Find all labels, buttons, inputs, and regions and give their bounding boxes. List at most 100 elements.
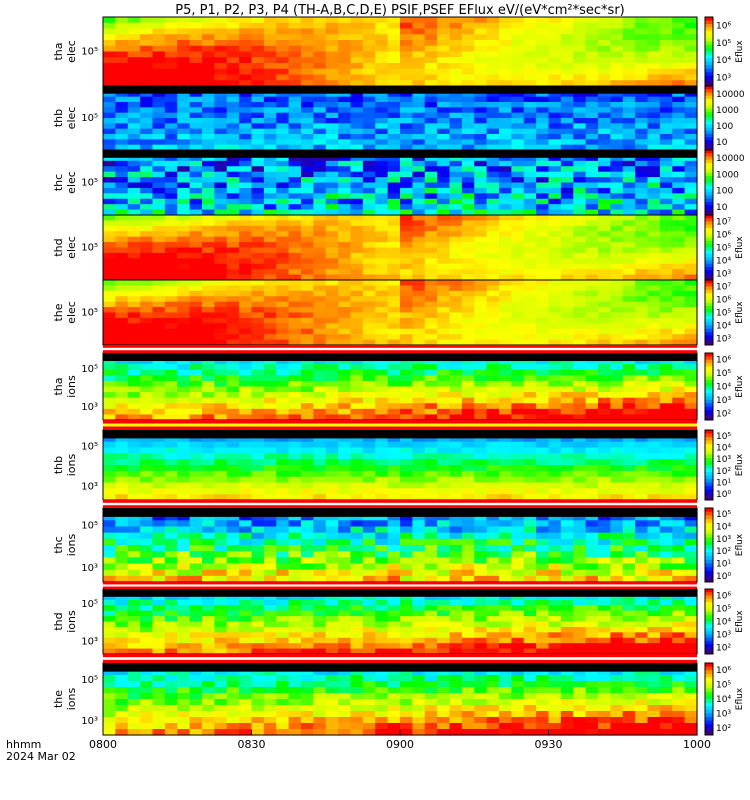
heatmap-cell — [598, 414, 611, 421]
heatmap-cell — [573, 171, 587, 178]
heatmap-cell — [350, 155, 364, 162]
heatmap-cell — [202, 40, 215, 47]
heatmap-cell — [659, 68, 673, 76]
heatmap-cell — [598, 563, 611, 571]
heatmap-cell — [338, 358, 352, 365]
heatmap-cell — [461, 63, 475, 70]
heatmap-cell — [239, 339, 253, 346]
heatmap-cell — [622, 386, 636, 393]
heatmap-cell — [635, 193, 649, 200]
heatmap-cell — [437, 247, 451, 254]
heatmap-cell — [239, 557, 253, 565]
heatmap-cell — [189, 482, 203, 489]
colorbar-segment — [705, 205, 713, 209]
heatmap-cell — [684, 187, 698, 194]
colorbar-segment — [705, 208, 713, 213]
heatmap-cell — [214, 476, 228, 484]
heatmap-cell — [164, 648, 178, 655]
heatmap-cell — [424, 569, 438, 577]
heatmap-cell — [152, 403, 166, 410]
heatmap-cell — [350, 453, 364, 460]
heatmap-cell — [152, 112, 166, 119]
heatmap-cell — [560, 494, 574, 501]
heatmap-cell — [115, 263, 129, 270]
heatmap-cell — [635, 364, 649, 371]
heatmap-cell — [164, 91, 178, 98]
heatmap-cell — [536, 386, 550, 393]
heatmap-cell — [635, 453, 649, 460]
heatmap-cell — [560, 51, 574, 58]
heatmap-cell — [499, 538, 512, 546]
heatmap-cell — [437, 134, 451, 140]
heatmap-cell — [474, 465, 488, 472]
heatmap-cell — [635, 339, 649, 346]
heatmap-cell — [226, 198, 240, 205]
heatmap-cell — [288, 182, 302, 189]
heatmap-cell — [486, 532, 500, 540]
heatmap-cell — [647, 177, 661, 184]
colorbar-frame — [704, 507, 714, 583]
heatmap-cell — [573, 112, 587, 119]
heatmap-cell — [350, 225, 364, 232]
heatmap-cell — [610, 225, 624, 232]
heatmap-cell — [140, 107, 154, 114]
heatmap-cell — [560, 285, 574, 292]
heatmap-cell — [486, 91, 500, 98]
heatmap-cell — [202, 520, 215, 528]
heatmap-cell — [598, 144, 611, 151]
heatmap-cell — [263, 545, 277, 552]
heatmap-cell — [610, 91, 624, 98]
heatmap-cell — [375, 80, 389, 87]
heatmap-cell — [412, 63, 426, 70]
heatmap-cell — [424, 198, 438, 205]
heatmap-cell — [499, 17, 512, 24]
heatmap-cell — [437, 96, 451, 103]
heatmap-cell — [647, 392, 661, 399]
heatmap-cell — [474, 312, 488, 319]
colorbar-segment — [705, 221, 713, 226]
heatmap-cell — [127, 494, 141, 501]
heatmap-cell — [140, 144, 154, 151]
heatmap-cell — [412, 514, 426, 521]
heatmap-cell — [152, 215, 166, 222]
heatmap-cell — [313, 514, 327, 521]
heatmap-cell — [437, 40, 451, 47]
heatmap-cell — [387, 386, 401, 393]
heatmap-cell — [387, 459, 401, 466]
heatmap-cell — [585, 575, 599, 583]
heatmap-cell — [523, 139, 537, 146]
heatmap-cell — [424, 112, 438, 119]
heatmap-cell — [189, 323, 203, 330]
heatmap-cell — [610, 447, 624, 454]
heatmap-cell — [536, 57, 550, 64]
heatmap-cell — [412, 123, 426, 130]
heatmap-cell — [523, 220, 537, 227]
heatmap-cell — [449, 139, 463, 146]
heatmap-cell — [598, 22, 611, 30]
heatmap-cell — [474, 459, 488, 466]
heatmap-cell — [400, 441, 413, 449]
heatmap-cell — [672, 51, 686, 58]
heatmap-cell — [536, 526, 550, 534]
heatmap-cell — [177, 538, 191, 546]
heatmap-cell — [127, 107, 141, 114]
heatmap-cell — [276, 296, 290, 303]
heatmap-cell — [560, 447, 574, 454]
heatmap-cell — [263, 118, 277, 124]
heatmap-cell — [424, 435, 438, 443]
heatmap-cell — [548, 280, 562, 287]
heatmap-cell — [214, 610, 228, 617]
heatmap-cell — [598, 171, 611, 178]
heatmap-cell — [239, 526, 253, 534]
heatmap-cell — [424, 236, 438, 243]
heatmap-cell — [511, 307, 525, 314]
heatmap-cell — [511, 435, 525, 443]
heatmap-cell — [486, 280, 500, 287]
heatmap-cell — [325, 435, 339, 443]
heatmap-cell — [387, 403, 401, 410]
heatmap-cell — [276, 494, 290, 501]
heatmap-cell — [684, 182, 698, 189]
heatmap-cell — [622, 144, 636, 151]
heatmap-cell — [362, 569, 376, 577]
heatmap-cell — [486, 182, 500, 189]
